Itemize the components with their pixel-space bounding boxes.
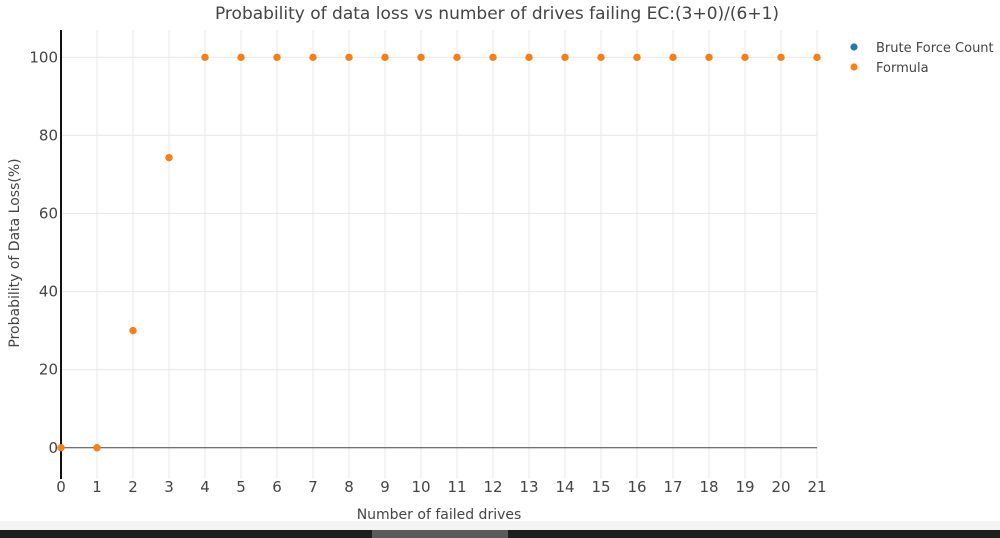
legend-label: Brute Force Count [876,41,994,56]
data-point[interactable] [561,53,569,61]
chart-title: Probability of data loss vs number of dr… [215,4,779,24]
x-tick-label: 10 [411,478,430,496]
data-point[interactable] [669,53,677,61]
y-tick-label: 80 [39,126,58,144]
bottom-edge [0,521,1000,530]
data-point[interactable] [489,53,497,61]
legend-item[interactable]: Brute Force Count [850,41,994,56]
x-tick-label: 1 [92,478,102,496]
x-tick-label: 13 [519,478,538,496]
x-tick-label: 3 [164,478,174,496]
x-tick-labels: 0 1 2 3 4 5 6 7 8 9 10 11 12 13 14 15 16 17 18 19 20 21 [56,478,826,496]
data-points [57,53,821,452]
x-tick-label: 21 [807,478,826,496]
data-point[interactable] [273,53,281,61]
scrollbar-thumb[interactable] [372,530,508,538]
x-tick-label: 4 [200,478,210,496]
legend-item[interactable]: Formula [850,61,929,76]
y-tick-label: 60 [39,205,58,223]
data-point[interactable] [309,53,317,61]
y-axis-title: Probability of Data Loss(%) [7,158,23,347]
data-point[interactable] [633,53,641,61]
series-brute-force-count [57,53,821,452]
legend-label: Formula [876,61,929,76]
data-point[interactable] [345,53,353,61]
data-point[interactable] [453,53,461,61]
data-point[interactable] [201,53,209,61]
x-tick-label: 18 [699,478,718,496]
x-tick-label: 12 [483,478,502,496]
x-tick-label: 5 [236,478,246,496]
x-tick-label: 20 [771,478,790,496]
y-tick-label: 40 [39,283,58,301]
y-tick-label: 20 [39,361,58,379]
data-point[interactable] [525,53,533,61]
data-point[interactable] [237,53,245,61]
data-point[interactable] [129,327,137,335]
data-point[interactable] [165,154,173,162]
x-axis-title: Number of failed drives [357,507,522,523]
data-point[interactable] [813,53,821,61]
data-point[interactable] [777,53,785,61]
x-tick-label: 15 [591,478,610,496]
x-tick-label: 8 [344,478,354,496]
x-tick-label: 2 [128,478,138,496]
x-tick-label: 14 [555,478,574,496]
x-tick-label: 7 [308,478,318,496]
axes [60,30,817,479]
x-tick-label: 11 [447,478,466,496]
y-tick-labels: 0 20 40 60 80 100 [29,48,58,456]
y-tick-label: 100 [29,48,58,66]
data-point[interactable] [741,53,749,61]
series-formula [57,53,821,452]
x-tick-label: 9 [380,478,390,496]
data-point[interactable] [597,53,605,61]
x-tick-label: 0 [56,478,66,496]
horizontal-scrollbar[interactable] [0,530,1000,538]
x-tick-label: 6 [272,478,282,496]
x-tick-label: 17 [663,478,682,496]
legend[interactable]: Brute Force Count Formula [850,41,994,76]
data-point[interactable] [381,53,389,61]
data-point[interactable] [93,444,101,452]
y-tick-label: 0 [48,439,58,457]
legend-marker [850,63,858,71]
grid [60,30,818,479]
data-point[interactable] [57,444,65,452]
x-tick-label: 16 [627,478,646,496]
data-point[interactable] [705,53,713,61]
legend-marker [850,43,858,51]
data-point[interactable] [417,53,425,61]
x-tick-label: 19 [735,478,754,496]
